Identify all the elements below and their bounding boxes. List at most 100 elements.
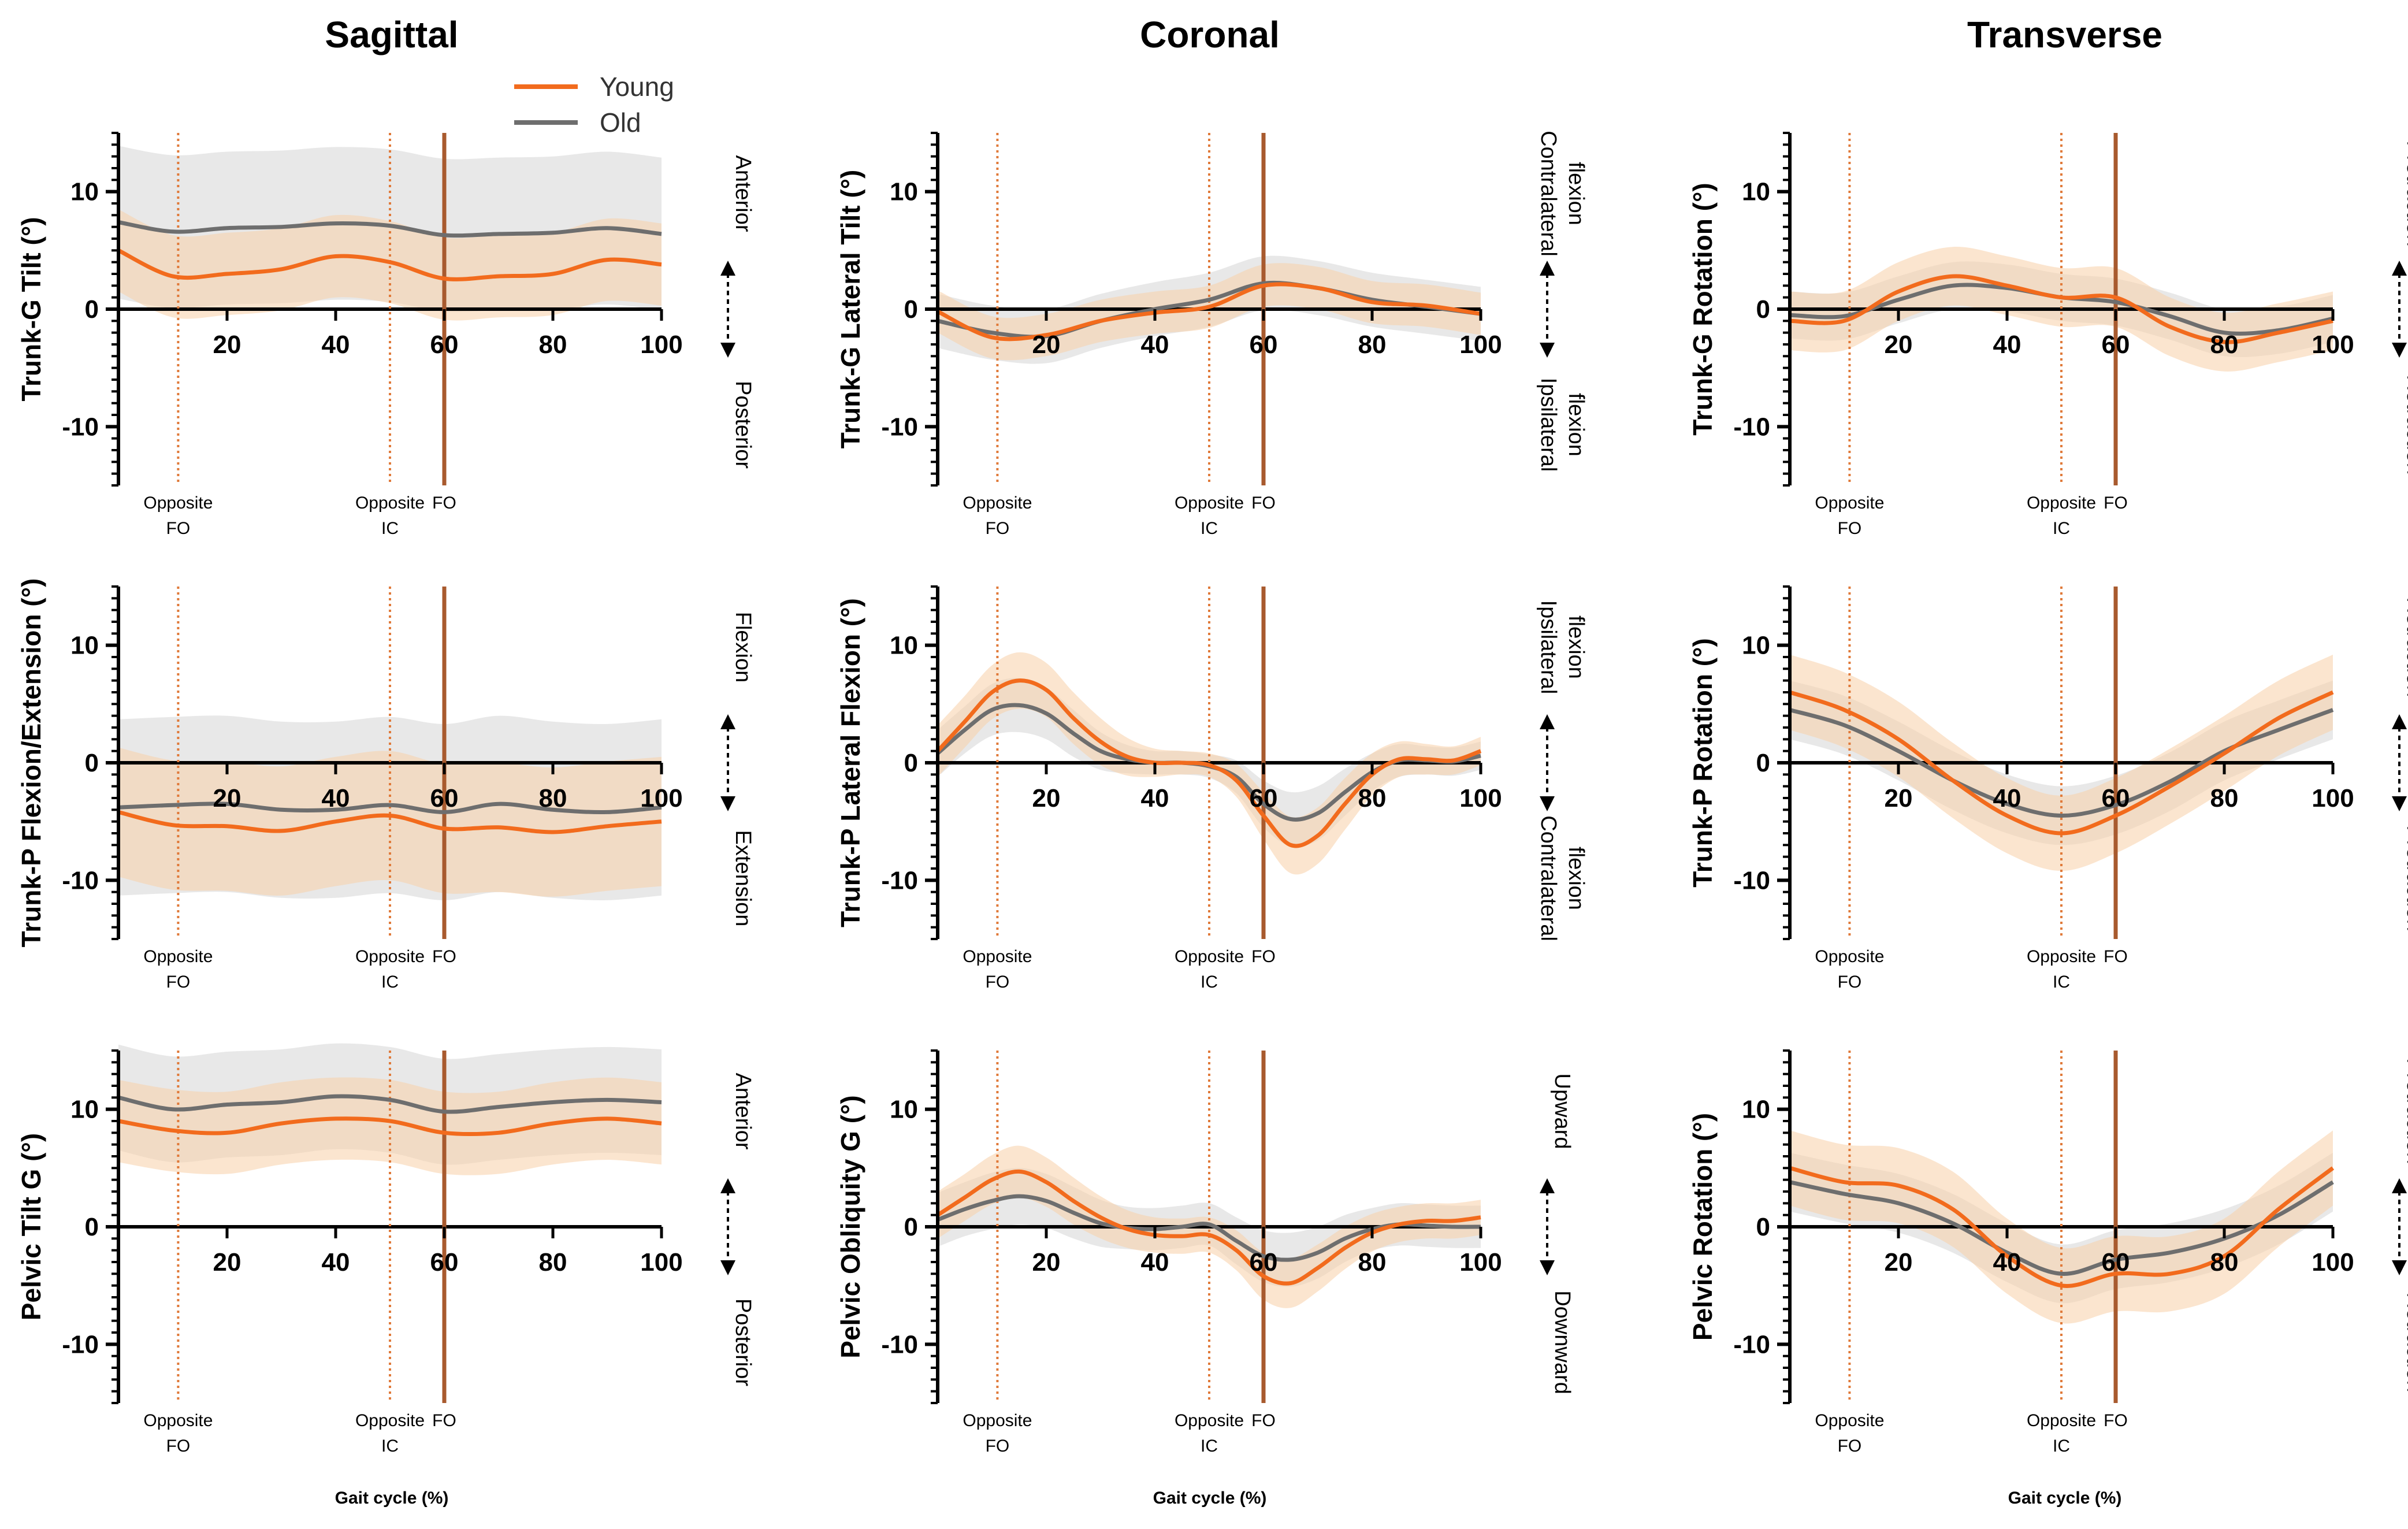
y-tick-label-0: 0 bbox=[1756, 749, 1770, 777]
arrow-up-icon bbox=[720, 1178, 735, 1193]
series-line-young bbox=[1789, 274, 2333, 344]
x-tick-label-60: 60 bbox=[2102, 331, 2130, 359]
event-label-fo-line-0: FO bbox=[432, 1411, 456, 1430]
x-tick-label-80: 80 bbox=[2210, 331, 2239, 359]
y-tick-label-0: 0 bbox=[904, 749, 918, 777]
series-line-young bbox=[936, 678, 1482, 848]
y-axis-title: Pelvic Tilt G (°) bbox=[16, 1133, 46, 1320]
x-tick-label-80: 80 bbox=[539, 784, 567, 812]
arrow-down-icon bbox=[1540, 343, 1555, 358]
y-tick-label-10: 10 bbox=[890, 1096, 918, 1124]
y-tick-label-0: 0 bbox=[85, 295, 99, 324]
event-label-fo-line-0: FO bbox=[432, 493, 456, 513]
x-tick-label-60: 60 bbox=[430, 1248, 459, 1276]
x-tick-label-20: 20 bbox=[1032, 784, 1061, 812]
event-label-fo-line-0: FO bbox=[1251, 1411, 1276, 1430]
event-label-opposite-fo-line-1: FO bbox=[166, 1437, 191, 1456]
direction-label-top-line-1: flexion bbox=[1564, 162, 1588, 225]
series-line-young bbox=[118, 810, 662, 834]
event-label-fo-line-0: FO bbox=[1251, 493, 1276, 513]
column-title-transverse: Transverse bbox=[1967, 14, 2162, 55]
y-tick-label-10: 10 bbox=[1742, 632, 1770, 660]
event-label-opposite-ic-line-0: Opposite bbox=[1175, 493, 1244, 513]
x-tick-label-40: 40 bbox=[1141, 784, 1169, 812]
x-tick-label-40: 40 bbox=[1141, 331, 1169, 359]
series-line-young bbox=[937, 1169, 1481, 1286]
x-tick-label-40: 40 bbox=[1993, 1248, 2021, 1276]
event-label-opposite-ic-line-0: Opposite bbox=[1175, 1411, 1244, 1430]
sd-band-young bbox=[1790, 1130, 2333, 1324]
x-tick-label-60: 60 bbox=[430, 784, 459, 812]
event-label-opposite-fo-line-0: Opposite bbox=[1815, 493, 1884, 513]
x-tick-label-100: 100 bbox=[2312, 331, 2354, 359]
x-tick-label-80: 80 bbox=[2210, 784, 2239, 812]
legend: Young Old bbox=[514, 72, 674, 138]
event-label-opposite-fo-line-1: FO bbox=[986, 1437, 1010, 1456]
direction-label-bottom: Posterior bbox=[731, 381, 755, 469]
direction-label-bottom: Retraction bbox=[2402, 374, 2408, 474]
direction-label-top: Anterior bbox=[731, 1072, 755, 1149]
event-label-opposite-ic-line-0: Opposite bbox=[355, 493, 425, 513]
y-tick-label-10: 10 bbox=[70, 1096, 99, 1124]
y-tick-label-0: 0 bbox=[85, 1213, 99, 1241]
panel-trunk-p-rotation: Opposite FO Opposite IC FO -10 0 10 20 40 60 80 100 T… bbox=[1688, 585, 2408, 992]
series-line-young bbox=[117, 248, 662, 281]
direction-label-top: Flexion bbox=[731, 612, 755, 683]
legend-label-young: Young bbox=[600, 72, 674, 102]
arrow-up-icon bbox=[720, 714, 735, 729]
event-label-opposite-ic-line-1: IC bbox=[1201, 1437, 1218, 1456]
event-label-opposite-fo-line-1: FO bbox=[1838, 973, 1862, 992]
event-label-opposite-fo-line-1: FO bbox=[166, 519, 191, 538]
direction-label-top: Protraction bbox=[2402, 1058, 2408, 1164]
x-tick-label-80: 80 bbox=[1358, 784, 1387, 812]
column-title-sagittal: Sagittal bbox=[325, 14, 458, 55]
y-tick-label-0: 0 bbox=[1756, 1213, 1770, 1241]
y-tick-label-10: 10 bbox=[70, 632, 99, 660]
y-tick-label-10: -10 bbox=[881, 413, 918, 441]
x-tick-label-20: 20 bbox=[213, 331, 241, 359]
arrow-down-icon bbox=[2392, 343, 2407, 358]
event-label-opposite-ic-line-0: Opposite bbox=[2027, 493, 2096, 513]
x-tick-label-20: 20 bbox=[1885, 331, 1913, 359]
event-label-opposite-ic-line-0: Opposite bbox=[1175, 947, 1244, 966]
panel-trunk-p-lateral-flexion: Opposite FO Opposite IC FO -10 0 10 20 40 60 80 100 T… bbox=[835, 585, 1588, 992]
y-axis-title: Trunk-P Rotation (°) bbox=[1688, 638, 1718, 888]
x-tick-label-20: 20 bbox=[213, 784, 241, 812]
direction-label-bottom-line-0: Contralateral bbox=[1536, 815, 1560, 941]
y-tick-label-10: -10 bbox=[881, 1330, 918, 1359]
x-tick-label-100: 100 bbox=[2312, 1248, 2354, 1276]
x-tick-label-60: 60 bbox=[1250, 784, 1278, 812]
event-label-opposite-fo-line-0: Opposite bbox=[963, 493, 1032, 513]
x-tick-label-20: 20 bbox=[213, 1248, 241, 1276]
x-tick-label-20: 20 bbox=[1885, 1248, 1913, 1276]
series-line-old bbox=[118, 1094, 662, 1114]
direction-label-bottom: Posterior bbox=[731, 1298, 755, 1386]
y-axis-title: Trunk-G Tilt (°) bbox=[16, 217, 46, 401]
y-tick-label-10: -10 bbox=[62, 413, 99, 441]
direction-label-bottom-line-1: flexion bbox=[1564, 847, 1588, 910]
y-tick-label-10: -10 bbox=[62, 866, 99, 895]
series-line-old bbox=[1789, 1180, 2334, 1276]
y-tick-label-0: 0 bbox=[85, 749, 99, 777]
direction-label-bottom: Retraction bbox=[2402, 1292, 2408, 1392]
sd-band-young bbox=[118, 747, 662, 897]
event-label-fo-line-0: FO bbox=[1251, 947, 1276, 966]
x-axis-label-sagittal: Gait cycle (%) bbox=[335, 1489, 449, 1508]
arrow-down-icon bbox=[720, 1260, 735, 1275]
series-line-young bbox=[937, 282, 1481, 342]
x-axis-label-coronal: Gait cycle (%) bbox=[1153, 1489, 1267, 1508]
event-label-fo-line-0: FO bbox=[2104, 947, 2128, 966]
y-tick-label-10: -10 bbox=[1733, 413, 1770, 441]
event-label-opposite-ic-line-1: IC bbox=[381, 1437, 399, 1456]
event-label-opposite-fo-line-0: Opposite bbox=[1815, 947, 1884, 966]
x-tick-label-80: 80 bbox=[539, 331, 567, 359]
arrow-down-icon bbox=[720, 343, 735, 358]
direction-label-top: Upward bbox=[1550, 1074, 1574, 1149]
arrow-up-icon bbox=[2392, 261, 2407, 276]
event-label-opposite-fo-line-1: FO bbox=[166, 973, 191, 992]
x-tick-label-100: 100 bbox=[1459, 784, 1502, 812]
x-tick-label-100: 100 bbox=[640, 784, 682, 812]
event-label-opposite-fo-line-0: Opposite bbox=[143, 1411, 213, 1430]
y-tick-label-10: 10 bbox=[1742, 1096, 1770, 1124]
